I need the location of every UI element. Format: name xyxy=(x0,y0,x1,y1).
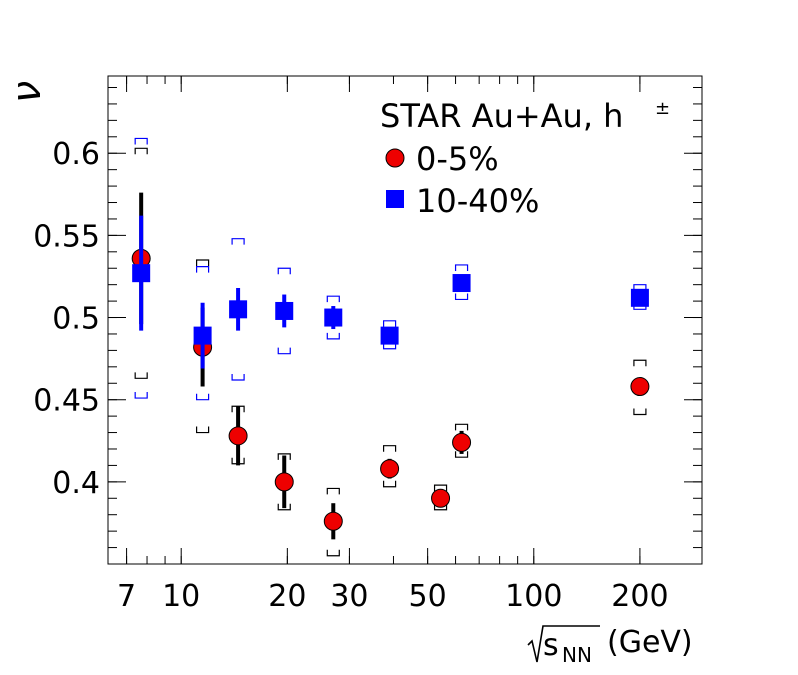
systematic-bracket xyxy=(633,408,647,416)
legend-title-sup: ± xyxy=(655,98,670,119)
systematic-bracket xyxy=(277,267,291,275)
systematic-bracket xyxy=(382,320,397,327)
systematic-bracket xyxy=(454,423,469,431)
y-axis-label: ν xyxy=(4,81,50,103)
data-point xyxy=(229,300,248,319)
systematic-bracket xyxy=(433,503,448,511)
systematic-bracket xyxy=(382,480,397,488)
systematic-bracket xyxy=(382,342,397,350)
x-tick-label: 20 xyxy=(268,579,306,614)
data-point xyxy=(630,288,649,307)
systematic-bracket xyxy=(195,393,210,401)
series-central xyxy=(131,147,650,557)
data-point xyxy=(380,326,399,345)
systematic-bracket xyxy=(134,137,148,145)
legend-entry-0: 0-5% xyxy=(416,140,499,178)
y-tick-label: 0.6 xyxy=(52,137,100,172)
systematic-bracket xyxy=(454,451,469,458)
data-point xyxy=(193,326,212,345)
systematic-bracket xyxy=(326,332,340,340)
legend-marker-circle xyxy=(385,148,405,168)
systematic-bracket xyxy=(231,238,245,245)
systematic-bracket xyxy=(454,293,469,301)
y-tick-label: 0.4 xyxy=(52,466,100,501)
tick-labels: 7 10 20 30 50 100 200 0.4 0.45 0.5 0.55 0.6 xyxy=(33,137,668,614)
systematic-bracket xyxy=(277,503,291,511)
sqrt-sign xyxy=(527,625,600,663)
data-point xyxy=(630,377,650,397)
data-marks xyxy=(131,137,650,557)
systematic-bracket xyxy=(231,373,245,381)
data-point xyxy=(274,472,294,492)
systematic-bracket xyxy=(195,265,210,273)
x-axis-label: s NN (GeV) xyxy=(527,625,693,667)
y-tick-label: 0.45 xyxy=(33,384,100,419)
x-axis-label-root: s xyxy=(543,628,559,663)
systematic-bracket xyxy=(134,392,148,399)
x-tick-label: 200 xyxy=(611,579,668,614)
y-tick-label: 0.55 xyxy=(33,219,100,254)
data-point xyxy=(132,264,151,283)
systematic-bracket xyxy=(326,549,340,557)
axis-ticks xyxy=(108,76,703,565)
x-tick-label: 30 xyxy=(330,579,368,614)
systematic-bracket xyxy=(326,295,340,303)
systematic-bracket xyxy=(134,147,148,155)
series-peripheral xyxy=(132,137,649,401)
data-point xyxy=(324,308,343,327)
systematic-bracket xyxy=(633,359,647,367)
systematic-bracket xyxy=(454,264,469,271)
systematic-bracket xyxy=(134,372,148,379)
data-point xyxy=(228,426,248,446)
x-axis-label-sub: NN xyxy=(562,643,592,667)
x-tick-label: 7 xyxy=(117,579,136,614)
x-tick-label: 100 xyxy=(505,579,562,614)
plot-frame xyxy=(107,75,703,565)
legend-entry-1: 10-40% xyxy=(416,182,539,220)
legend-marker-square xyxy=(386,190,404,208)
x-tick-label: 10 xyxy=(162,579,200,614)
data-point xyxy=(431,488,451,508)
systematic-bracket xyxy=(277,347,291,355)
systematic-bracket xyxy=(382,445,397,452)
x-tick-label: 50 xyxy=(409,579,447,614)
y-tick-label: 0.5 xyxy=(52,302,100,337)
data-point xyxy=(452,432,472,452)
legend-title: STAR Au+Au, h xyxy=(380,97,623,135)
data-point xyxy=(275,301,294,320)
systematic-bracket xyxy=(195,426,210,434)
x-axis-label-unit: (GeV) xyxy=(607,625,693,660)
data-point xyxy=(452,274,471,293)
data-point xyxy=(380,459,400,479)
data-point xyxy=(323,511,343,531)
systematic-bracket xyxy=(433,484,448,492)
legend: STAR Au+Au, h ± 0-5% 10-40% xyxy=(380,97,670,220)
systematic-bracket xyxy=(195,259,210,267)
systematic-bracket xyxy=(277,453,291,460)
systematic-bracket xyxy=(326,487,340,495)
systematic-bracket xyxy=(633,284,647,291)
